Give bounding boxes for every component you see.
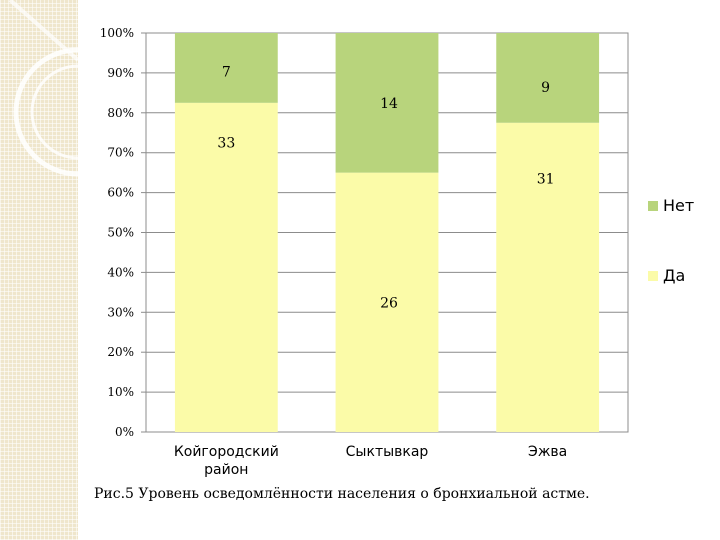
- y-tick-label: 50%: [107, 226, 134, 240]
- bar-segment-da: [174, 102, 278, 432]
- y-tick-label: 20%: [107, 345, 134, 359]
- y-tick-label: 40%: [107, 265, 134, 279]
- decorative-rings-icon: [8, 0, 78, 177]
- bar-segment-da: [335, 172, 439, 432]
- decorative-side-strip: [0, 0, 78, 540]
- y-tick-label: 30%: [107, 305, 134, 319]
- y-tick-label: 90%: [107, 66, 134, 80]
- bar-segment-net: [496, 33, 600, 123]
- x-category-label: Эжва: [528, 444, 567, 460]
- x-category-label: Койгородский: [174, 444, 279, 460]
- legend-label-da: Да: [663, 266, 685, 285]
- y-tick-label: 0%: [115, 425, 134, 439]
- legend-label-net: Нет: [663, 196, 694, 215]
- data-label: 7: [222, 64, 231, 80]
- y-tick-label: 100%: [100, 26, 134, 40]
- bar-segment-da: [496, 122, 600, 433]
- y-tick-label: 80%: [107, 106, 134, 120]
- figure-caption: Рис.5 Уровень осведомлённости населения …: [94, 486, 590, 502]
- legend-swatch-da: [648, 271, 658, 281]
- y-tick-label: 60%: [107, 186, 134, 200]
- data-label: 31: [537, 171, 555, 187]
- bar-segment-net: [335, 33, 439, 173]
- data-label: 33: [217, 135, 235, 151]
- x-category-label: район: [204, 462, 248, 478]
- y-tick-label: 70%: [107, 146, 134, 160]
- y-tick-label: 10%: [107, 385, 134, 399]
- data-label: 14: [380, 96, 398, 112]
- data-label: 26: [380, 295, 398, 311]
- x-category-label: Сыктывкар: [346, 444, 429, 460]
- bar-segment-net: [174, 33, 278, 103]
- data-label: 9: [541, 80, 550, 96]
- legend-swatch-net: [648, 201, 658, 211]
